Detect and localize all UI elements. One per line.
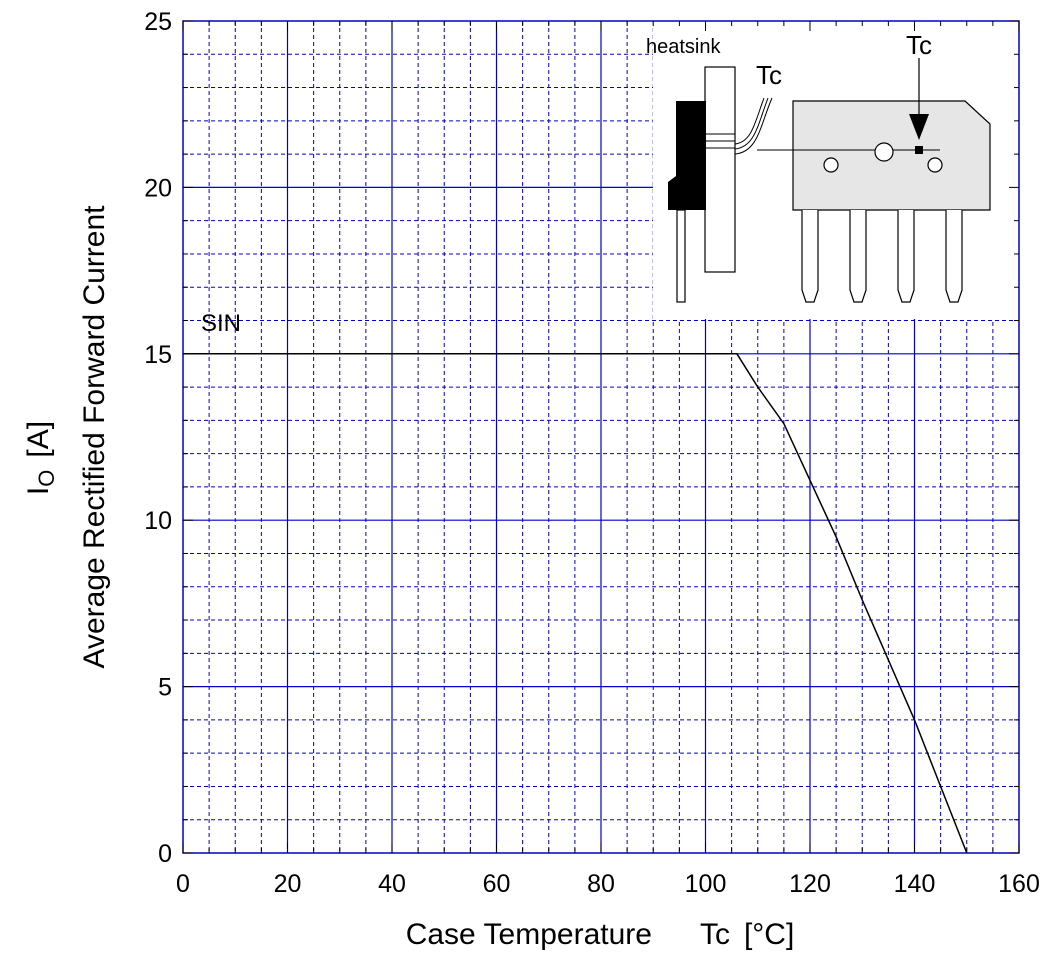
x-tick-label: 0 bbox=[176, 870, 190, 898]
y-tick-labels: 0 5 10 15 20 25 bbox=[144, 8, 172, 868]
x-tick-labels: 0 20 40 60 80 100 120 140 160 bbox=[176, 870, 1040, 898]
x-tick-label: 20 bbox=[274, 870, 302, 898]
y-tick-label: 15 bbox=[144, 341, 172, 369]
y-axis-symbol: I bbox=[22, 487, 55, 495]
x-tick-label: 80 bbox=[587, 870, 615, 898]
y-axis-symbol-subscript: O bbox=[34, 470, 59, 487]
svg-text:IO[A]: IO [A] bbox=[22, 421, 59, 495]
package-inset-diagram: heatsink Tc Tc bbox=[646, 21, 1019, 319]
y-axis-unit: [A] bbox=[22, 421, 55, 458]
y-tick-label: 20 bbox=[144, 174, 172, 202]
heatsink-plate bbox=[704, 66, 736, 273]
series-label-sin: SIN bbox=[201, 310, 241, 337]
y-tick-label: 5 bbox=[158, 674, 172, 702]
y-tick-label: 0 bbox=[158, 840, 172, 868]
tc-front-label: Tc bbox=[906, 30, 932, 60]
right-hole bbox=[927, 157, 943, 173]
y-tick-label: 25 bbox=[144, 8, 172, 36]
x-tick-label: 140 bbox=[894, 870, 936, 898]
x-tick-label: 160 bbox=[998, 870, 1040, 898]
thermocouple-leads bbox=[734, 97, 773, 155]
heatsink-label: heatsink bbox=[646, 36, 721, 58]
y-axis-title-line1: IO [A] bbox=[22, 421, 59, 495]
y-tick-label: 10 bbox=[144, 507, 172, 535]
x-axis-symbol: Tc bbox=[700, 918, 730, 951]
side-view-lead bbox=[676, 209, 686, 303]
x-tick-label: 100 bbox=[685, 870, 727, 898]
x-axis-label: Case Temperature bbox=[406, 918, 652, 951]
x-axis-unit: [°C] bbox=[744, 918, 794, 951]
package-side-view bbox=[668, 101, 706, 210]
tc-side-label: Tc bbox=[756, 60, 782, 90]
mounting-hole bbox=[874, 142, 894, 162]
y-axis-label: Average Rectified Forward Current bbox=[78, 205, 111, 669]
y-axis-title-line2: Average Rectified Forward Current bbox=[78, 205, 111, 669]
package-leads bbox=[801, 210, 963, 303]
x-tick-label: 60 bbox=[483, 870, 511, 898]
tc-pointer-arrow bbox=[909, 114, 929, 140]
x-tick-label: 120 bbox=[789, 870, 831, 898]
x-tick-label: 40 bbox=[378, 870, 406, 898]
tick-marks bbox=[182, 20, 1020, 854]
series-line-sin bbox=[183, 353, 968, 854]
x-axis-title: Case Temperature Tc [°C] bbox=[406, 918, 795, 951]
tc-point-marker bbox=[915, 146, 923, 154]
left-hole bbox=[823, 157, 839, 173]
thermocouple-wires bbox=[706, 133, 735, 149]
